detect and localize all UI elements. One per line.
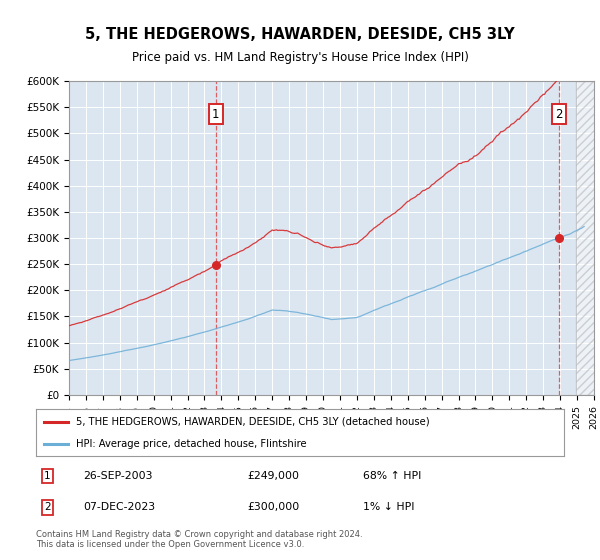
Bar — [576, 81, 600, 395]
Text: 26-SEP-2003: 26-SEP-2003 — [83, 471, 153, 481]
Text: 1% ↓ HPI: 1% ↓ HPI — [364, 502, 415, 512]
Text: 5, THE HEDGEROWS, HAWARDEN, DEESIDE, CH5 3LY: 5, THE HEDGEROWS, HAWARDEN, DEESIDE, CH5… — [85, 27, 515, 42]
Text: 2: 2 — [44, 502, 51, 512]
Text: Price paid vs. HM Land Registry's House Price Index (HPI): Price paid vs. HM Land Registry's House … — [131, 50, 469, 64]
Bar — [576, 81, 600, 395]
Text: £249,000: £249,000 — [247, 471, 299, 481]
Text: 1: 1 — [44, 471, 51, 481]
Text: 5, THE HEDGEROWS, HAWARDEN, DEESIDE, CH5 3LY (detached house): 5, THE HEDGEROWS, HAWARDEN, DEESIDE, CH5… — [76, 417, 429, 427]
Text: Contains HM Land Registry data © Crown copyright and database right 2024.
This d: Contains HM Land Registry data © Crown c… — [36, 530, 362, 549]
Text: 1: 1 — [212, 108, 220, 120]
Text: £300,000: £300,000 — [247, 502, 299, 512]
Text: 07-DEC-2023: 07-DEC-2023 — [83, 502, 155, 512]
Text: 2: 2 — [555, 108, 562, 120]
Text: HPI: Average price, detached house, Flintshire: HPI: Average price, detached house, Flin… — [76, 438, 306, 449]
Text: 68% ↑ HPI: 68% ↑ HPI — [364, 471, 422, 481]
